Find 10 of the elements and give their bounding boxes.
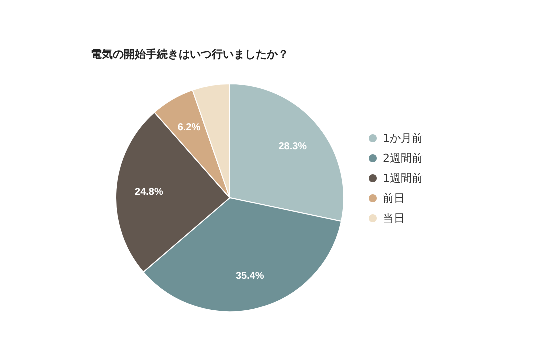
data-label: 24.8% [135, 186, 164, 198]
legend-label: 当日 [383, 212, 405, 225]
legend-label: 2週間前 [383, 152, 423, 165]
data-label: 28.3% [278, 141, 308, 152]
legend-label: 1週間前 [383, 172, 423, 185]
chart-title: 電気の開始手続きはいつ行いましたか？ [91, 48, 289, 61]
legend-label: 前日 [383, 192, 405, 205]
data-label: 6.2% [178, 122, 201, 134]
data-label: 35.4% [236, 270, 264, 282]
legend-label: 1か月前 [383, 132, 423, 145]
